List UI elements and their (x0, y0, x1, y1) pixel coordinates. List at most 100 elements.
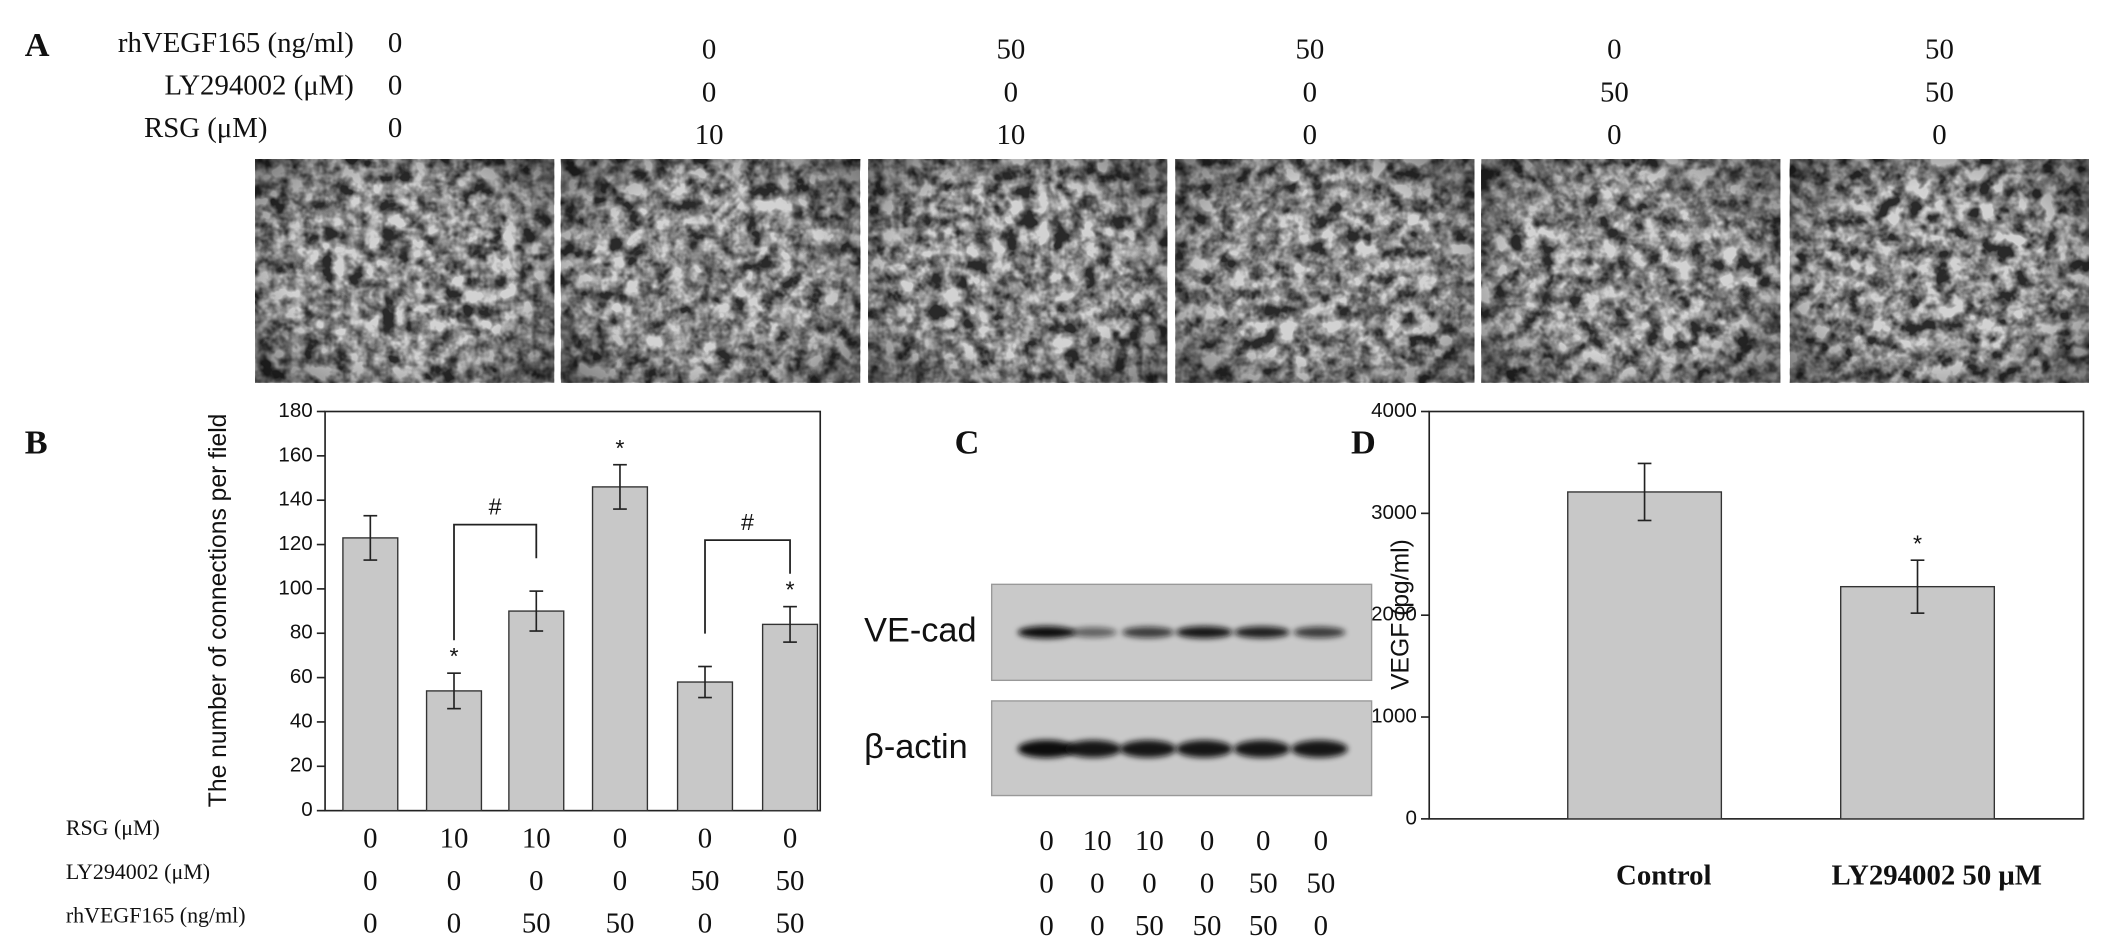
band (1234, 626, 1290, 639)
y-axis-label: The number of connections per field (205, 414, 232, 808)
micrograph-vignette (560, 159, 861, 383)
bar (425, 690, 483, 812)
y-axis-label: VEGF (pg/ml) (1387, 539, 1414, 690)
condition-value: 50 (522, 907, 551, 939)
condition-value: 50 (1925, 34, 1954, 66)
condition-value: 0 (447, 907, 461, 939)
significance: * (1913, 530, 1922, 556)
condition-value: 0 (613, 865, 627, 897)
condition-value: 0 (1039, 825, 1053, 857)
bar (761, 623, 819, 812)
condition-value: 50 (1193, 910, 1222, 940)
x-tick-label: Control (1616, 859, 1711, 891)
bracket-label: # (741, 509, 754, 535)
bar (508, 610, 565, 812)
band (1017, 626, 1076, 639)
bar (342, 537, 399, 812)
condition-value: 0 (363, 822, 377, 854)
error-bar (783, 605, 797, 643)
y-tick-label: 100 (278, 576, 312, 599)
condition-value: 0 (363, 907, 377, 939)
condition-value: 0 (702, 76, 716, 108)
y-tick-label: 40 (290, 709, 313, 732)
error-bar (447, 672, 461, 710)
y-tick-label: 160 (278, 443, 312, 466)
condition-value: 50 (1249, 868, 1278, 900)
y-tick-label: 120 (278, 532, 312, 555)
significance: * (786, 577, 795, 603)
condition-value: 0 (447, 865, 461, 897)
micrograph-vignette (255, 159, 555, 383)
condition-value: 0 (1303, 119, 1317, 151)
condition-label: LY294002 (μM) (165, 69, 354, 101)
condition-value: 10 (440, 822, 469, 854)
condition-value: 0 (388, 69, 402, 101)
condition-label: rhVEGF165 (ng/ml) (118, 27, 354, 59)
panel-label: D (1351, 424, 1376, 462)
condition-value: 0 (1039, 910, 1053, 940)
condition-label: RSG (μM) (66, 815, 160, 840)
significance: * (615, 435, 624, 461)
condition-value: 0 (702, 34, 716, 66)
condition-value: 50 (1135, 910, 1164, 940)
panel-label: C (955, 424, 980, 462)
condition-value: 50 (1249, 910, 1278, 940)
bracket-label: # (489, 493, 502, 519)
error-bar (613, 463, 627, 510)
condition-value: 0 (698, 822, 712, 854)
y-tick-label: 0 (1405, 806, 1416, 829)
condition-value: 50 (1925, 76, 1954, 108)
band (1017, 740, 1076, 758)
y-tick-label: 0 (301, 798, 312, 821)
error-bar (529, 590, 544, 632)
condition-value: 10 (1135, 825, 1164, 857)
y-tick-label: 4000 (1371, 399, 1417, 422)
condition-value: 0 (388, 112, 402, 144)
condition-value: 10 (695, 119, 724, 151)
y-tick-label: 180 (278, 399, 312, 422)
condition-value: 0 (1200, 868, 1214, 900)
band (1119, 740, 1177, 758)
bar (1567, 491, 1723, 820)
error-bar (363, 514, 378, 561)
condition-value: 50 (1600, 76, 1629, 108)
condition-label: rhVEGF165 (ng/ml) (66, 903, 246, 928)
condition-value: 0 (363, 865, 377, 897)
y-tick-label: 140 (278, 488, 312, 511)
condition-value: 0 (1090, 868, 1104, 900)
condition-value: 50 (776, 907, 805, 939)
plot-frame (324, 410, 822, 812)
condition-value: 50 (1306, 868, 1335, 900)
condition-value: 0 (1303, 76, 1317, 108)
blot-label: β-actin (864, 728, 968, 766)
condition-value: 0 (1142, 868, 1156, 900)
condition-value: 0 (1039, 868, 1053, 900)
condition-value: 0 (613, 822, 627, 854)
y-tick-label: 3000 (1371, 501, 1417, 524)
condition-value: 0 (1004, 76, 1018, 108)
condition-value: 50 (691, 865, 720, 897)
panel-label: A (25, 26, 50, 64)
bracket (704, 539, 791, 634)
bar (1840, 585, 1996, 820)
y-tick-label: 2000 (1371, 603, 1417, 626)
condition-value: 0 (1256, 825, 1270, 857)
y-tick-label: 60 (290, 665, 313, 688)
band (1069, 627, 1117, 638)
significance: * (449, 643, 458, 669)
band (1122, 626, 1174, 638)
x-tick-label: LY294002 50 μM (1831, 859, 2041, 891)
bracket (453, 523, 538, 641)
condition-value: 0 (1607, 34, 1621, 66)
condition-value: 0 (698, 907, 712, 939)
condition-label: LY294002 (μM) (66, 859, 210, 884)
error-bar (1910, 559, 1925, 614)
condition-value: 0 (783, 822, 797, 854)
y-tick-label: 1000 (1371, 704, 1417, 727)
band (1064, 740, 1122, 758)
condition-value: 0 (1314, 910, 1328, 940)
condition-value: 50 (996, 34, 1025, 66)
